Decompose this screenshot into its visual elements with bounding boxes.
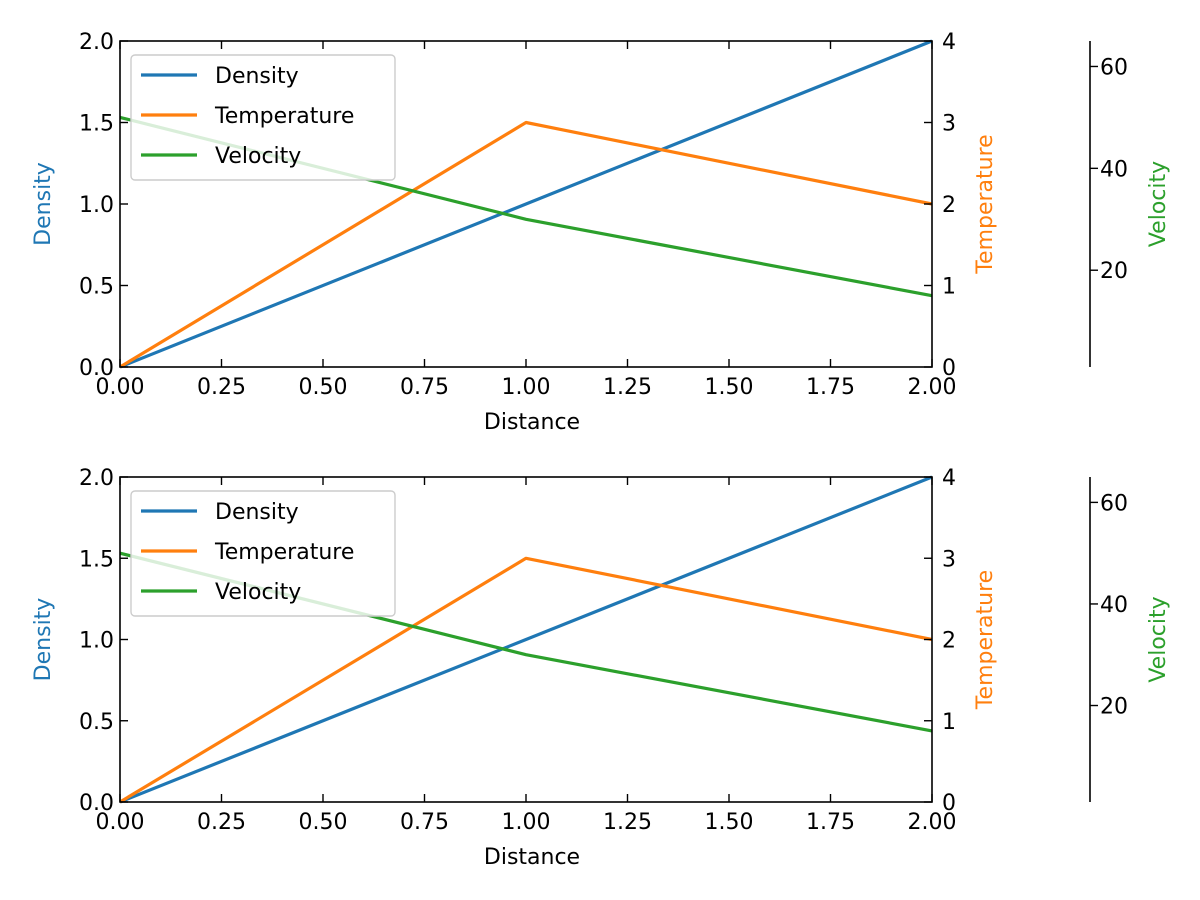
y-tick-label-density: 1.5	[79, 112, 114, 137]
y-tick-label-velocity: 60	[1100, 55, 1128, 80]
series-line-density	[119, 39, 933, 369]
x-tick-label: 0.00	[96, 810, 145, 835]
x-tick-label: 1.25	[603, 810, 652, 835]
y-tick-label-temperature: 0	[942, 356, 956, 381]
x-tick-label: 1.75	[806, 375, 855, 400]
x-tick-label: 0.25	[197, 810, 246, 835]
x-tick-label: 0.50	[299, 810, 348, 835]
x-tick-label: 1.75	[806, 810, 855, 835]
y-tick-label-temperature: 1	[942, 275, 956, 300]
y-axis-label-velocity: Velocity	[1146, 161, 1171, 247]
y-tick-label-density: 1.5	[79, 547, 114, 572]
x-tick-label: 2.00	[908, 810, 957, 835]
y-tick-label-density: 2.0	[79, 466, 114, 491]
y-tick-label-density: 1.0	[79, 193, 114, 218]
y-tick-label-temperature: 3	[942, 112, 956, 137]
y-tick-label-temperature: 1	[942, 710, 956, 735]
legend-label-temperature: Temperature	[214, 104, 354, 129]
legend: Density Temperature Velocity	[130, 490, 396, 617]
x-tick-label: 1.50	[705, 375, 754, 400]
y-tick-label-velocity: 20	[1100, 259, 1128, 284]
y-tick-label-velocity: 40	[1100, 157, 1128, 182]
x-tick-label: 0.75	[400, 810, 449, 835]
legend-label-density: Density	[215, 500, 299, 525]
x-tick-label: 2.00	[908, 375, 957, 400]
y-tick-label-density: 2.0	[79, 30, 114, 55]
chart-panel-2: 0.00 0.25 0.50 0.75 1.00 1.25 1.50 1.75 2.00Dist…	[31, 466, 1171, 870]
x-axis-label: Distance	[484, 845, 580, 870]
series-line-temperature	[119, 556, 933, 804]
x-tick-label: 0.25	[197, 375, 246, 400]
y-tick-label-density: 0.0	[79, 791, 114, 816]
y-axis-label-temperature: Temperature	[973, 134, 998, 274]
y-tick-label-density: 0.5	[79, 710, 114, 735]
legend: Density Temperature Velocity	[130, 54, 396, 181]
x-tick-label: 0.00	[96, 375, 145, 400]
x-tick-label: 1.00	[502, 810, 551, 835]
x-tick-label: 1.00	[502, 375, 551, 400]
y-tick-label-velocity: 60	[1100, 491, 1128, 516]
y-axis-label-velocity: Velocity	[1146, 596, 1171, 682]
series-line-temperature	[119, 120, 933, 369]
y-tick-label-temperature: 2	[942, 193, 956, 218]
y-tick-label-velocity: 40	[1100, 593, 1128, 618]
y-tick-label-density: 0.0	[79, 356, 114, 381]
x-tick-label: 1.50	[705, 810, 754, 835]
y-axis-label-density: Density	[31, 162, 56, 246]
y-axis-label-density: Density	[31, 598, 56, 682]
x-tick-label: 0.50	[299, 375, 348, 400]
series-line-density	[119, 475, 933, 804]
y-tick-label-temperature: 3	[942, 547, 956, 572]
y-tick-label-temperature: 0	[942, 791, 956, 816]
legend-label-temperature: Temperature	[214, 540, 354, 565]
x-tick-label: 1.25	[603, 375, 652, 400]
chart-panel-1: 0.00 0.25 0.50 0.75 1.00 1.25 1.50 1.75 2.00Dist…	[31, 30, 1171, 435]
y-tick-label-density: 1.0	[79, 629, 114, 654]
legend-label-velocity: Velocity	[215, 144, 301, 169]
x-axis-label: Distance	[484, 410, 580, 435]
x-tick-label: 0.75	[400, 375, 449, 400]
y-tick-label-temperature: 2	[942, 629, 956, 654]
y-tick-label-temperature: 4	[942, 30, 956, 55]
legend-box	[130, 54, 396, 181]
legend-box	[130, 490, 396, 617]
y-axis-label-temperature: Temperature	[973, 570, 998, 710]
y-tick-label-density: 0.5	[79, 275, 114, 300]
legend-label-velocity: Velocity	[215, 580, 301, 605]
y-tick-label-velocity: 20	[1100, 695, 1128, 720]
y-tick-label-temperature: 4	[942, 466, 956, 491]
legend-label-density: Density	[215, 64, 299, 89]
